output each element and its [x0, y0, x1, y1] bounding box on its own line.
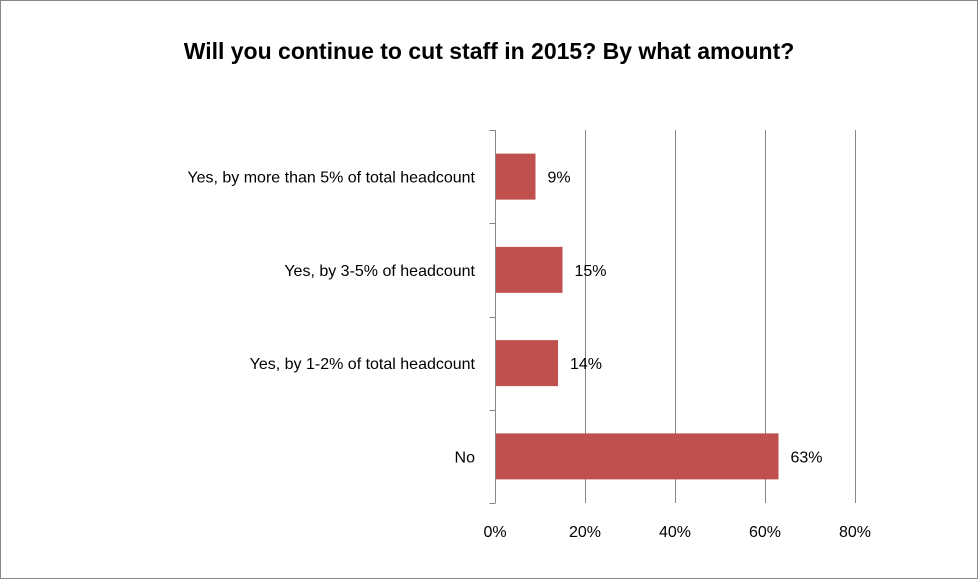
bar [495, 340, 558, 387]
x-tick-label: 20% [569, 524, 601, 541]
x-tick-label: 40% [659, 524, 691, 541]
category-label: Yes, by 3-5% of headcount [284, 263, 475, 280]
bar [495, 246, 563, 293]
category-label: Yes, by 1-2% of total headcount [250, 356, 476, 373]
data-label: 15% [575, 263, 607, 280]
data-label: 9% [548, 170, 571, 187]
category-label: No [455, 449, 476, 466]
category-label: Yes, by more than 5% of total headcount [187, 170, 475, 187]
x-tick-label: 80% [839, 524, 871, 541]
axes [489, 130, 496, 504]
bars [495, 153, 779, 480]
data-label: 14% [570, 356, 602, 373]
data-label: 63% [791, 449, 823, 466]
bar [495, 433, 779, 480]
bar [495, 153, 536, 200]
x-tick-label: 60% [749, 524, 781, 541]
labels: Yes, by more than 5% of total headcount Y… [187, 170, 871, 541]
x-tick-label: 0% [483, 524, 506, 541]
chart-title: Will you continue to cut staff in 2015? … [183, 38, 795, 64]
